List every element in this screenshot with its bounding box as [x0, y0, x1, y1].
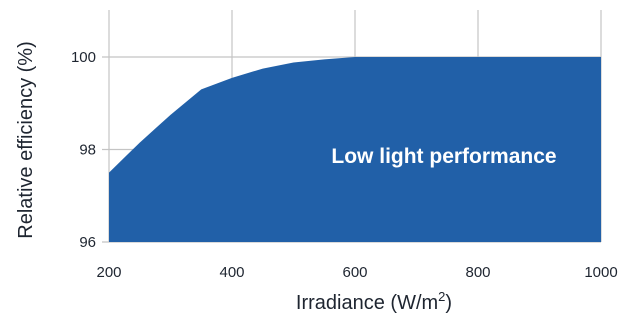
y-axis-title: Relative efficiency (%) — [15, 41, 37, 238]
area-layer — [109, 57, 601, 242]
x-tick-label-600: 600 — [342, 264, 367, 281]
x-axis-title-close: ) — [445, 292, 452, 314]
x-axis-title-superscript: 2 — [438, 289, 445, 304]
y-tick-label-96: 96 — [79, 234, 96, 251]
efficiency-area — [109, 57, 601, 242]
x-axis-title: Irradiance (W/m2) — [296, 289, 452, 314]
annotation-label: Low light performance — [331, 145, 556, 168]
x-tick-label-200: 200 — [96, 264, 121, 281]
x-tick-label-800: 800 — [465, 264, 490, 281]
x-tick-label-1000: 1000 — [584, 264, 617, 281]
y-tick-label-98: 98 — [79, 142, 96, 159]
x-axis-title-main: Irradiance (W/m — [296, 292, 438, 314]
x-tick-label-400: 400 — [219, 264, 244, 281]
tick-layer: 200 400 600 800 1000 96 98 100 — [71, 49, 618, 281]
y-tick-label-100: 100 — [71, 49, 96, 66]
